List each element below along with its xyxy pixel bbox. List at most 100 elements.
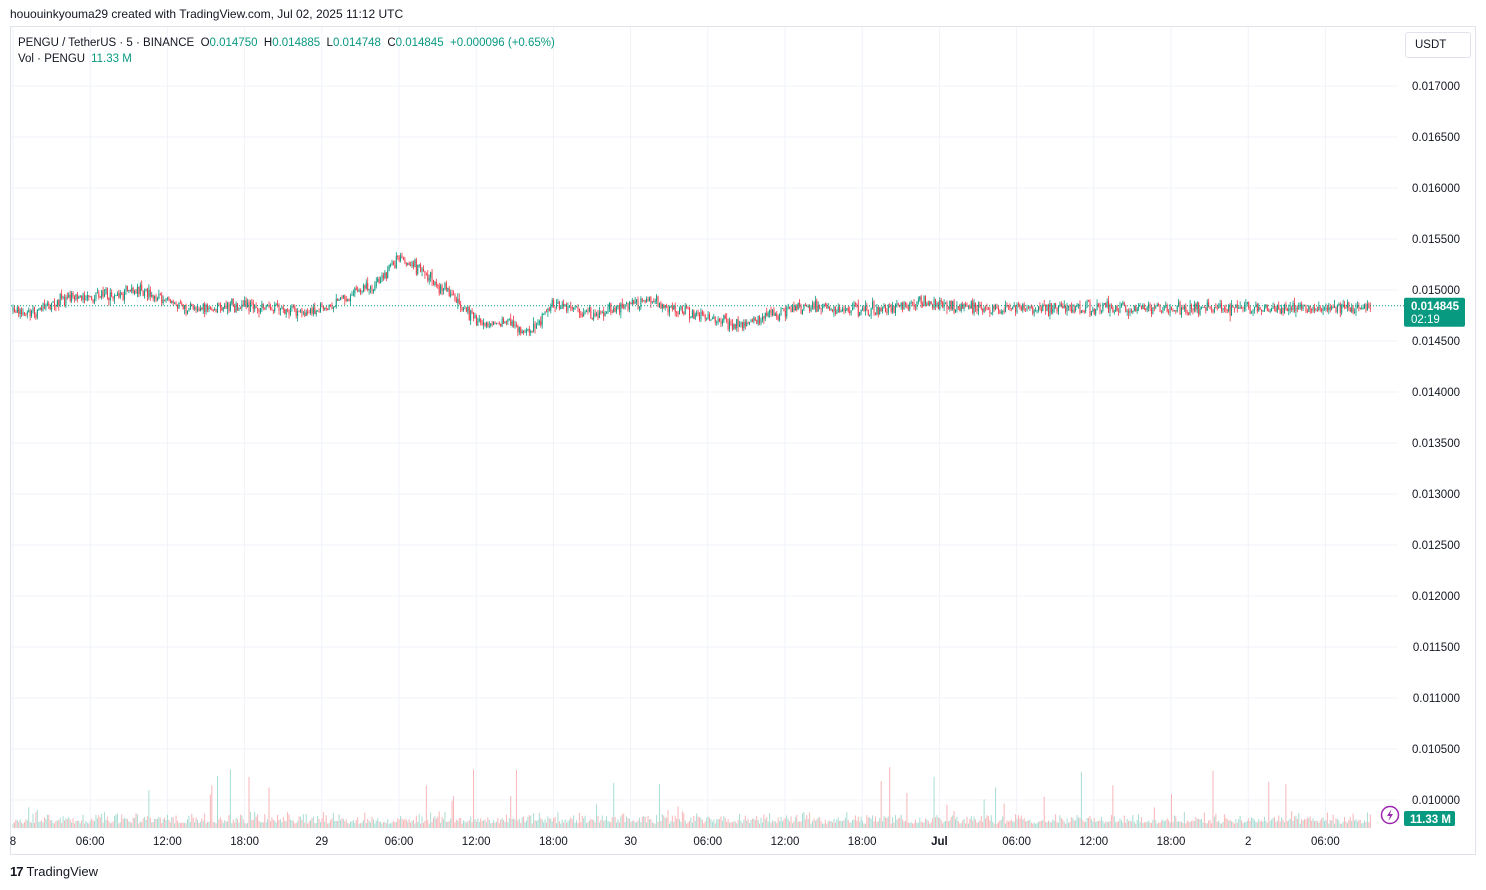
candle-body [410,264,412,267]
candle [504,321,506,324]
volume-bar [515,769,517,828]
candle [468,305,470,321]
candle [856,303,858,308]
candle-body [154,296,156,299]
volume-bar [1020,815,1022,828]
volume-bar [1082,820,1084,828]
candle [893,305,895,314]
price-tick-label: 0.016000 [1412,183,1460,195]
candle-body [1314,307,1316,311]
candle [613,305,615,313]
candle-body [185,305,187,314]
volume-bar [1345,821,1347,828]
candle-body [544,311,546,314]
volume-bar [1043,796,1045,828]
candle [969,304,971,310]
volume-bar [687,822,689,828]
candle [374,280,376,292]
candle-body [405,262,407,265]
candle-body [116,293,118,296]
candle-body [68,294,70,298]
candle [677,310,679,318]
volume-bar [345,819,347,828]
volume-bar [553,818,555,828]
volume-bar [717,819,719,828]
candle-body [328,304,330,310]
candle-body [936,303,938,307]
candle [1243,301,1245,312]
volume-bar [739,813,741,828]
candle-body [1213,307,1215,312]
candle [49,304,51,311]
volume-bar [667,810,669,828]
candle-body [464,308,466,310]
candle-body [438,285,440,294]
volume-bar [926,819,928,828]
candle-body [159,294,161,295]
candle [211,307,213,311]
candle-body [854,303,856,305]
candle [683,311,685,316]
candle [996,303,998,309]
volume-bar [790,816,792,828]
candle-body [1271,308,1273,311]
currency-button[interactable]: USDT [1405,32,1471,58]
candle-body [397,256,399,257]
candle [204,301,206,318]
volume-bar [751,818,753,828]
candle-body [451,293,453,295]
candle [1078,303,1080,309]
candle [18,305,20,318]
candle-body [265,306,267,309]
candle [175,301,177,306]
tradingview-brand[interactable]: 17 TradingView [10,864,98,879]
candle-body [986,308,988,310]
candle-body [1115,305,1117,312]
candle [593,309,595,322]
candle [1180,306,1182,318]
candle-body [776,313,778,317]
candle [1129,307,1131,317]
volume-bar [505,814,507,828]
candle [1242,306,1244,313]
volume-bar [656,815,658,828]
candle [604,310,606,317]
candle [1103,303,1105,306]
candle [950,300,952,311]
candle [739,320,741,328]
volume-bar [618,822,620,828]
candle [1256,302,1258,314]
volume-bar [641,816,643,828]
candle [1309,306,1311,314]
candle-body [1291,308,1293,310]
candle [727,318,729,332]
candle-body [314,307,316,315]
candle-body [814,300,816,310]
candle-body [1199,308,1201,315]
candle-body [747,322,749,324]
candle [269,303,271,311]
volume-legend-label[interactable]: Vol · PENGU [18,53,86,65]
volume-bar [1314,821,1316,828]
candle [324,307,326,311]
volume-bar [405,819,407,828]
candle [165,298,167,303]
volume-bar [331,818,333,828]
candle-body [298,311,300,313]
candle-body [440,285,442,294]
candle-body [1016,303,1018,313]
candle-body [810,307,812,312]
candle [430,271,432,282]
legend-symbol[interactable]: PENGU / TetherUS · 5 · BINANCE [18,37,195,49]
candle-body [488,325,490,327]
candle-body [294,305,296,310]
candle-body [1324,307,1326,309]
volume-bar [165,820,167,828]
volume-bar [1098,821,1100,828]
candle [149,286,151,301]
volume-bar [146,816,148,828]
volume-bar [76,820,78,828]
candle [114,293,116,304]
candle-body [1165,305,1167,307]
